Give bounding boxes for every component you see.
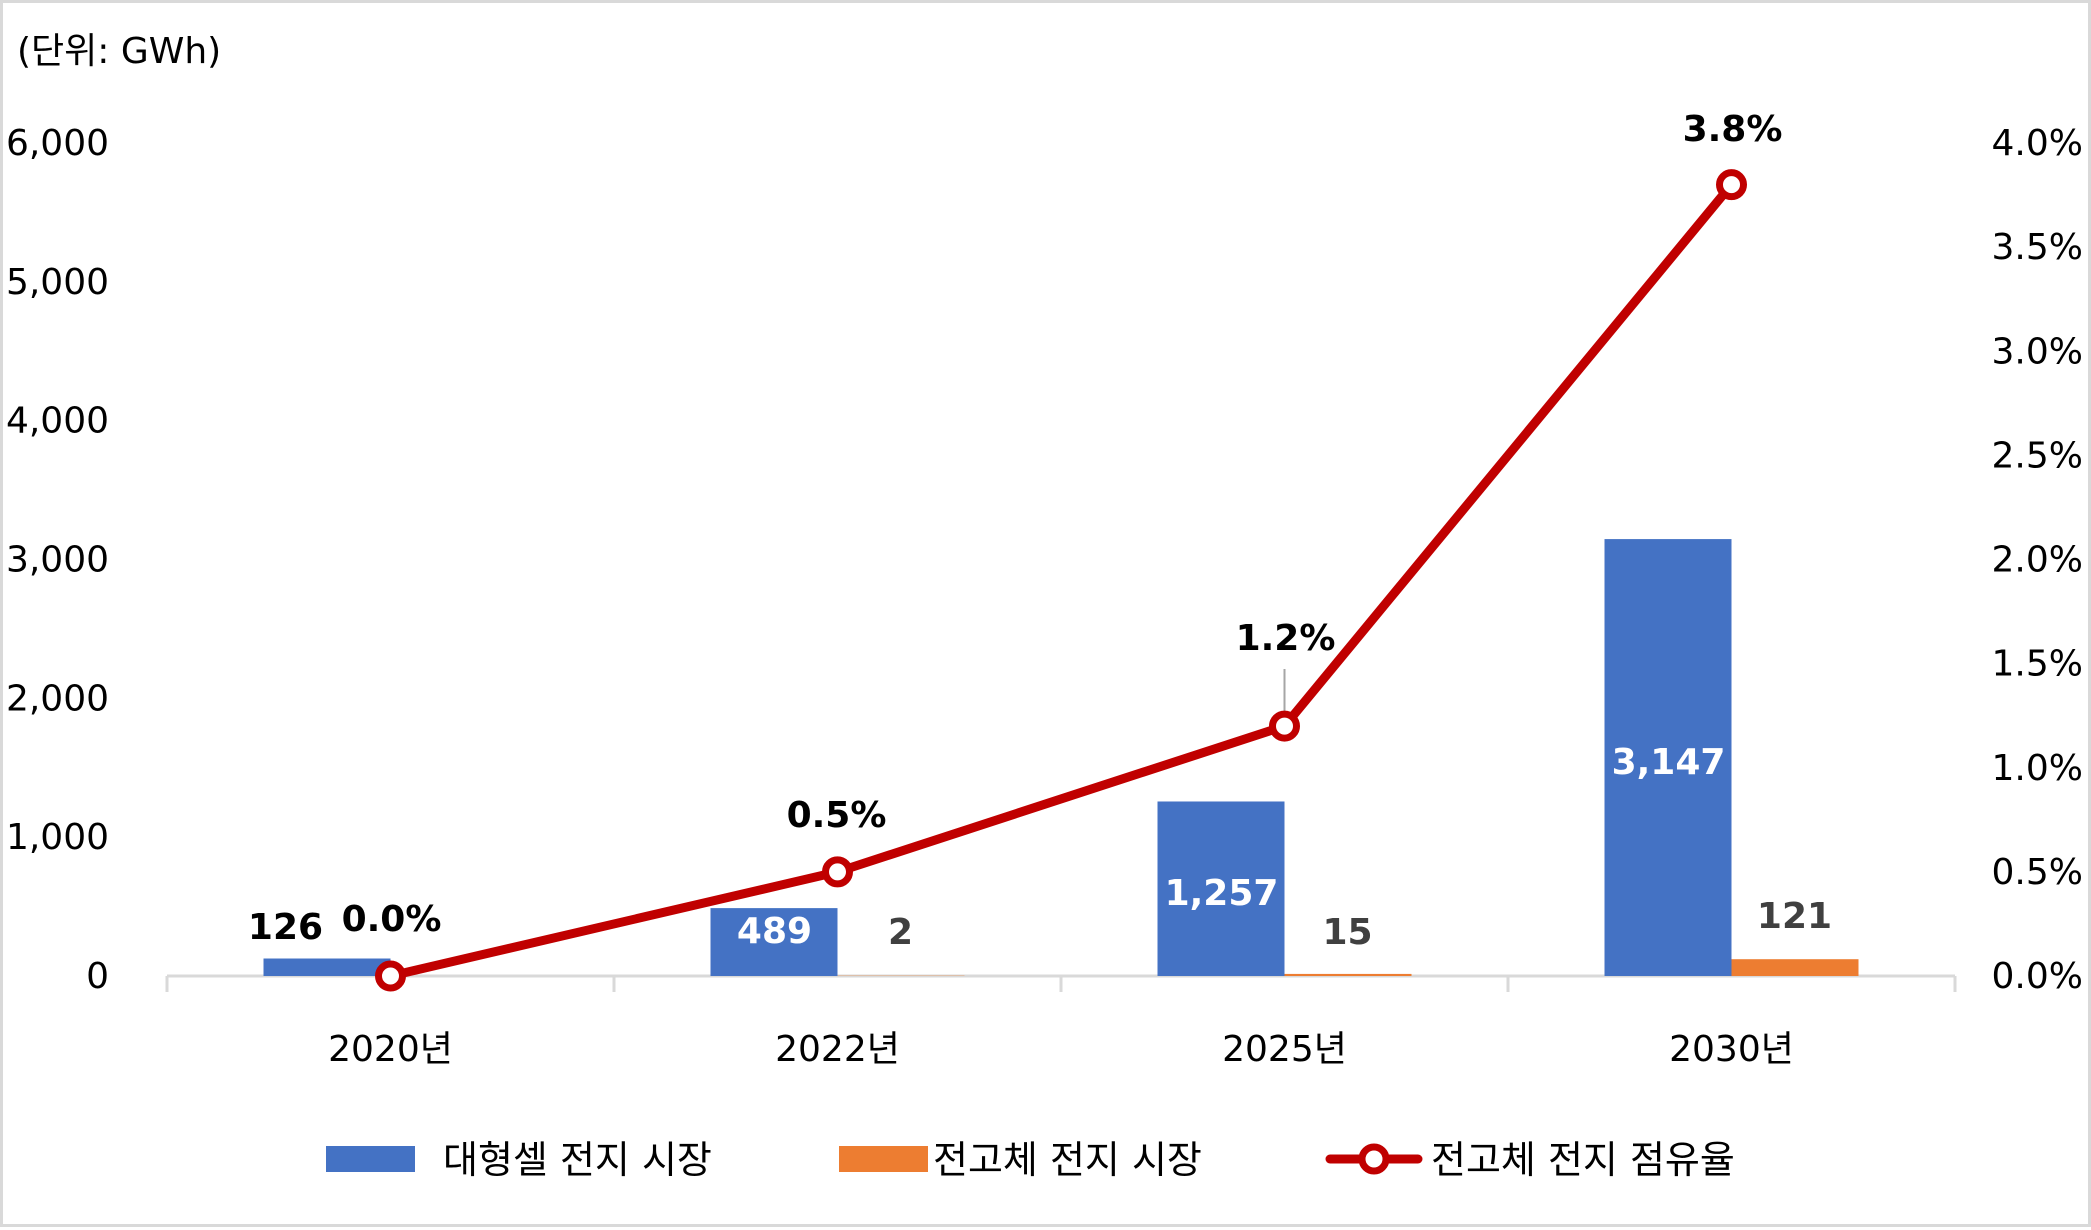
- left-tick-label: 2,000: [6, 678, 109, 719]
- bar-large-cell: [264, 959, 391, 976]
- category-label: 2022년: [775, 1029, 900, 1070]
- left-tick-label: 4,000: [6, 401, 109, 442]
- label-solid-state: 15: [1322, 912, 1372, 953]
- right-tick-label: 2.5%: [1992, 435, 2083, 476]
- left-tick-label: 0: [86, 956, 109, 997]
- data-labels: 126 489 1,257 3,147 2 15 121 0.0% 0.5% 1.2% 3.8%: [248, 109, 1832, 953]
- left-axis-ticks: 0 1,000 2,000 3,000 4,000 5,000 6,000: [6, 123, 109, 997]
- right-tick-label: 3.0%: [1992, 331, 2083, 372]
- left-tick-label: 1,000: [6, 817, 109, 858]
- bar-solid-state: [1285, 974, 1412, 976]
- right-tick-label: 0.5%: [1992, 852, 2083, 893]
- category-label: 2025년: [1222, 1029, 1347, 1070]
- label-large-cell: 489: [737, 911, 812, 952]
- bar-solid-state: [1732, 959, 1859, 976]
- left-tick-label: 3,000: [6, 540, 109, 581]
- unit-label: (단위: GWh): [17, 31, 221, 72]
- legend-swatch-large-cell: [326, 1146, 415, 1172]
- label-solid-state: 121: [1757, 896, 1832, 937]
- legend-swatch-solid-state: [839, 1146, 928, 1172]
- label-large-cell: 3,147: [1612, 742, 1726, 783]
- legend-line-marker-icon: [1330, 1147, 1418, 1171]
- category-labels: 2020년 2022년 2025년 2030년: [328, 1029, 1794, 1070]
- left-tick-label: 6,000: [6, 123, 109, 164]
- label-share: 0.0%: [342, 899, 442, 940]
- legend-label-solid-state: 전고체 전지 시장: [933, 1138, 1202, 1182]
- combo-chart: (단위: GWh) 0 1,000 2,000 3,000 4,000 5,000 6,00…: [3, 3, 2091, 1230]
- category-label: 2020년: [328, 1029, 453, 1070]
- label-share: 1.2%: [1236, 618, 1336, 659]
- left-tick-label: 5,000: [6, 262, 109, 303]
- label-large-cell: 1,257: [1165, 873, 1279, 914]
- category-label: 2030년: [1669, 1029, 1794, 1070]
- share-marker: [826, 860, 850, 884]
- right-tick-label: 2.0%: [1992, 540, 2083, 581]
- label-share: 3.8%: [1683, 109, 1783, 150]
- share-marker: [1273, 714, 1297, 738]
- legend-label-large-cell: 대형셀 전지 시장: [443, 1138, 712, 1182]
- right-axis-ticks: 0.0% 0.5% 1.0% 1.5% 2.0% 2.5% 3.0% 3.5% 4.0%: [1992, 123, 2083, 997]
- share-marker: [379, 964, 403, 988]
- right-tick-label: 0.0%: [1992, 956, 2083, 997]
- share-line: [379, 173, 1744, 988]
- legend: 대형셀 전지 시장 전고체 전지 시장 전고체 전지 점유율: [326, 1138, 1735, 1182]
- right-tick-label: 1.5%: [1992, 644, 2083, 685]
- label-large-cell: 126: [248, 907, 323, 948]
- share-marker: [1720, 173, 1744, 197]
- right-tick-label: 4.0%: [1992, 123, 2083, 164]
- x-axis: [167, 976, 1955, 992]
- share-line-path: [391, 185, 1732, 976]
- label-share: 0.5%: [787, 795, 887, 836]
- right-tick-label: 1.0%: [1992, 748, 2083, 789]
- legend-label-share: 전고체 전지 점유율: [1431, 1138, 1735, 1182]
- right-tick-label: 3.5%: [1992, 227, 2083, 268]
- label-solid-state: 2: [888, 912, 913, 953]
